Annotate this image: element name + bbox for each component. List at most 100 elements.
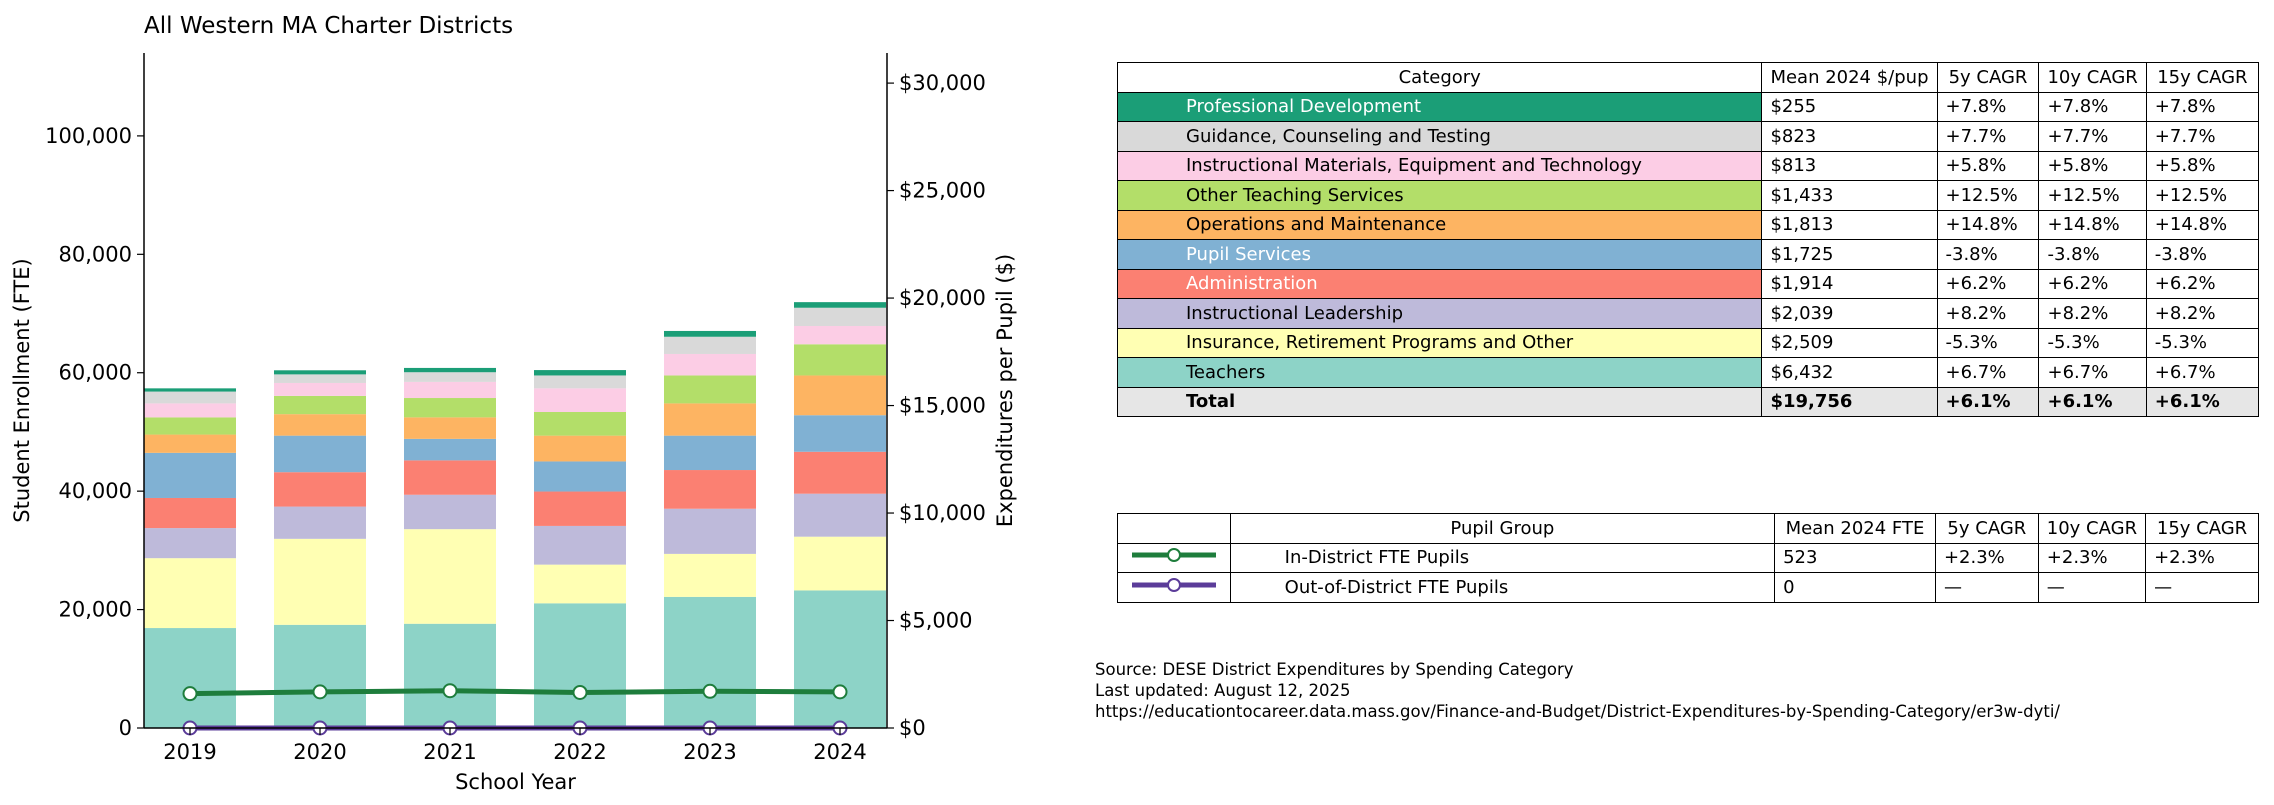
category-row: Other Teaching Services $1,433 +12.5% +12.5… (1116, 180, 2260, 211)
cagr-5y: +2.3% (1934, 542, 2039, 573)
x-tick-label: 2019 (163, 740, 216, 764)
category-row: Instructional Materials, Equipment and T… (1116, 150, 2260, 181)
bar-segment (664, 330, 756, 337)
cagr-15y: -3.8% (2145, 239, 2260, 270)
line-marker (312, 684, 328, 700)
category-name: Administration (1116, 268, 1763, 299)
category-row: Teachers $6,432 +6.7% +6.7% +6.7% (1116, 357, 2260, 388)
category-row: Guidance, Counseling and Testing $823 +7.7… (1116, 121, 2260, 152)
mean-value: $1,914 (1761, 268, 1938, 299)
total-cagr-15y: +6.1% (2145, 386, 2260, 417)
cagr-10y: +7.8% (2038, 91, 2147, 122)
bar-segment (144, 388, 236, 392)
bar-segment (404, 623, 496, 728)
mean-value: $823 (1761, 121, 1938, 152)
right-tick-label: $5,000 (899, 609, 972, 633)
header-15y: 15y CAGR (2145, 513, 2259, 544)
mean-value: $1,813 (1761, 209, 1938, 240)
cagr-10y: -5.3% (2038, 327, 2147, 358)
line-marker (182, 686, 198, 702)
category-row: Insurance, Retirement Programs and Other… (1116, 327, 2260, 358)
bar-segment (144, 528, 236, 559)
bar-segment (794, 302, 886, 308)
total-label: Total (1116, 386, 1763, 417)
x-tick-label: 2022 (553, 740, 606, 764)
cagr-10y: +12.5% (2038, 180, 2147, 211)
source-note: Source: DESE District Expenditures by Sp… (1095, 659, 2060, 722)
cagr-10y: +6.7% (2038, 357, 2147, 388)
category-name: Instructional Leadership (1116, 298, 1763, 329)
right-tick-label: $15,000 (899, 394, 986, 418)
header-10y: 10y CAGR (2037, 513, 2147, 544)
cagr-5y: -5.3% (1936, 327, 2040, 358)
right-tick-label: $10,000 (899, 501, 986, 525)
bar-segment (274, 395, 366, 415)
bar-segment (794, 344, 886, 376)
x-tick-label: 2023 (683, 740, 736, 764)
category-name: Teachers (1116, 357, 1763, 388)
pupil-group-row: In-District FTE Pupils 523 +2.3% +2.3% +2.3% (1117, 542, 2259, 573)
bar-segment (534, 435, 626, 462)
cagr-10y: +14.8% (2038, 209, 2147, 240)
cagr-5y: +5.8% (1936, 150, 2040, 181)
bar-segment (664, 596, 756, 728)
x-tick-label: 2024 (813, 740, 866, 764)
bar-segment (794, 415, 886, 452)
mean-value: $2,509 (1761, 327, 1938, 358)
source-url: https://educationtocareer.data.mass.gov/… (1095, 702, 2060, 721)
cagr-10y: +7.7% (2038, 121, 2147, 152)
right-tick-label: $0 (899, 716, 926, 740)
left-tick-label: 100,000 (45, 124, 132, 148)
bar-segment (534, 603, 626, 728)
line-marker (702, 683, 718, 699)
bar-segment (404, 417, 496, 439)
bar-segment (664, 508, 756, 554)
header-15y: 15y CAGR (2145, 62, 2260, 93)
cagr-5y: — (1934, 572, 2039, 603)
mean-value: $1,433 (1761, 180, 1938, 211)
bar-segment (404, 367, 496, 373)
cagr-15y: +7.7% (2145, 121, 2260, 152)
category-name: Pupil Services (1116, 239, 1763, 270)
left-tick-label: 40,000 (59, 479, 132, 503)
bar-segment (274, 506, 366, 539)
line-marker-icon (1131, 577, 1216, 592)
cagr-15y: +6.2% (2145, 268, 2260, 299)
bar-segment (534, 564, 626, 604)
updated-line: Last updated: August 12, 2025 (1095, 681, 1351, 700)
cagr-5y: +6.2% (1936, 268, 2040, 299)
mean-value: $255 (1761, 91, 1938, 122)
cagr-15y: — (2145, 572, 2259, 603)
bar-segment (534, 491, 626, 526)
cagr-5y: +12.5% (1936, 180, 2040, 211)
bar-segment (404, 398, 496, 418)
bar-segment (144, 434, 236, 453)
total-mean: $19,756 (1761, 386, 1938, 417)
header-10y: 10y CAGR (2038, 62, 2147, 93)
bar-segment (274, 538, 366, 625)
bar-segment (274, 472, 366, 507)
left-axis-label: Student Enrollment (FTE) (10, 258, 34, 522)
line-marker (832, 684, 848, 700)
cagr-15y: +8.2% (2145, 298, 2260, 329)
bar-segment (404, 438, 496, 461)
cagr-10y: — (2037, 572, 2147, 603)
cagr-5y: +14.8% (1936, 209, 2040, 240)
cagr-15y: -5.3% (2145, 327, 2260, 358)
bar-segment (404, 460, 496, 495)
bar-segment (144, 391, 236, 404)
x-tick-label: 2021 (423, 740, 476, 764)
bar-segment (274, 624, 366, 728)
right-axis-label: Expenditures per Pupil ($) (993, 254, 1017, 527)
bar-segment (144, 628, 236, 728)
enrollment-expenditure-chart: 0 20,000 40,000 60,000 80,000 100,000 $0 $5,000… (10, 13, 1017, 794)
category-row: Operations and Maintenance $1,813 +14.8% +1… (1116, 209, 2260, 240)
bar-segment (794, 307, 886, 327)
bar-segment (144, 417, 236, 435)
source-line: Source: DESE District Expenditures by Sp… (1095, 660, 1574, 679)
category-name: Instructional Materials, Equipment and T… (1116, 150, 1763, 181)
category-name: Operations and Maintenance (1116, 209, 1763, 240)
right-tick-label: $30,000 (899, 71, 986, 95)
cagr-15y: +6.7% (2145, 357, 2260, 388)
cagr-15y: +12.5% (2145, 180, 2260, 211)
